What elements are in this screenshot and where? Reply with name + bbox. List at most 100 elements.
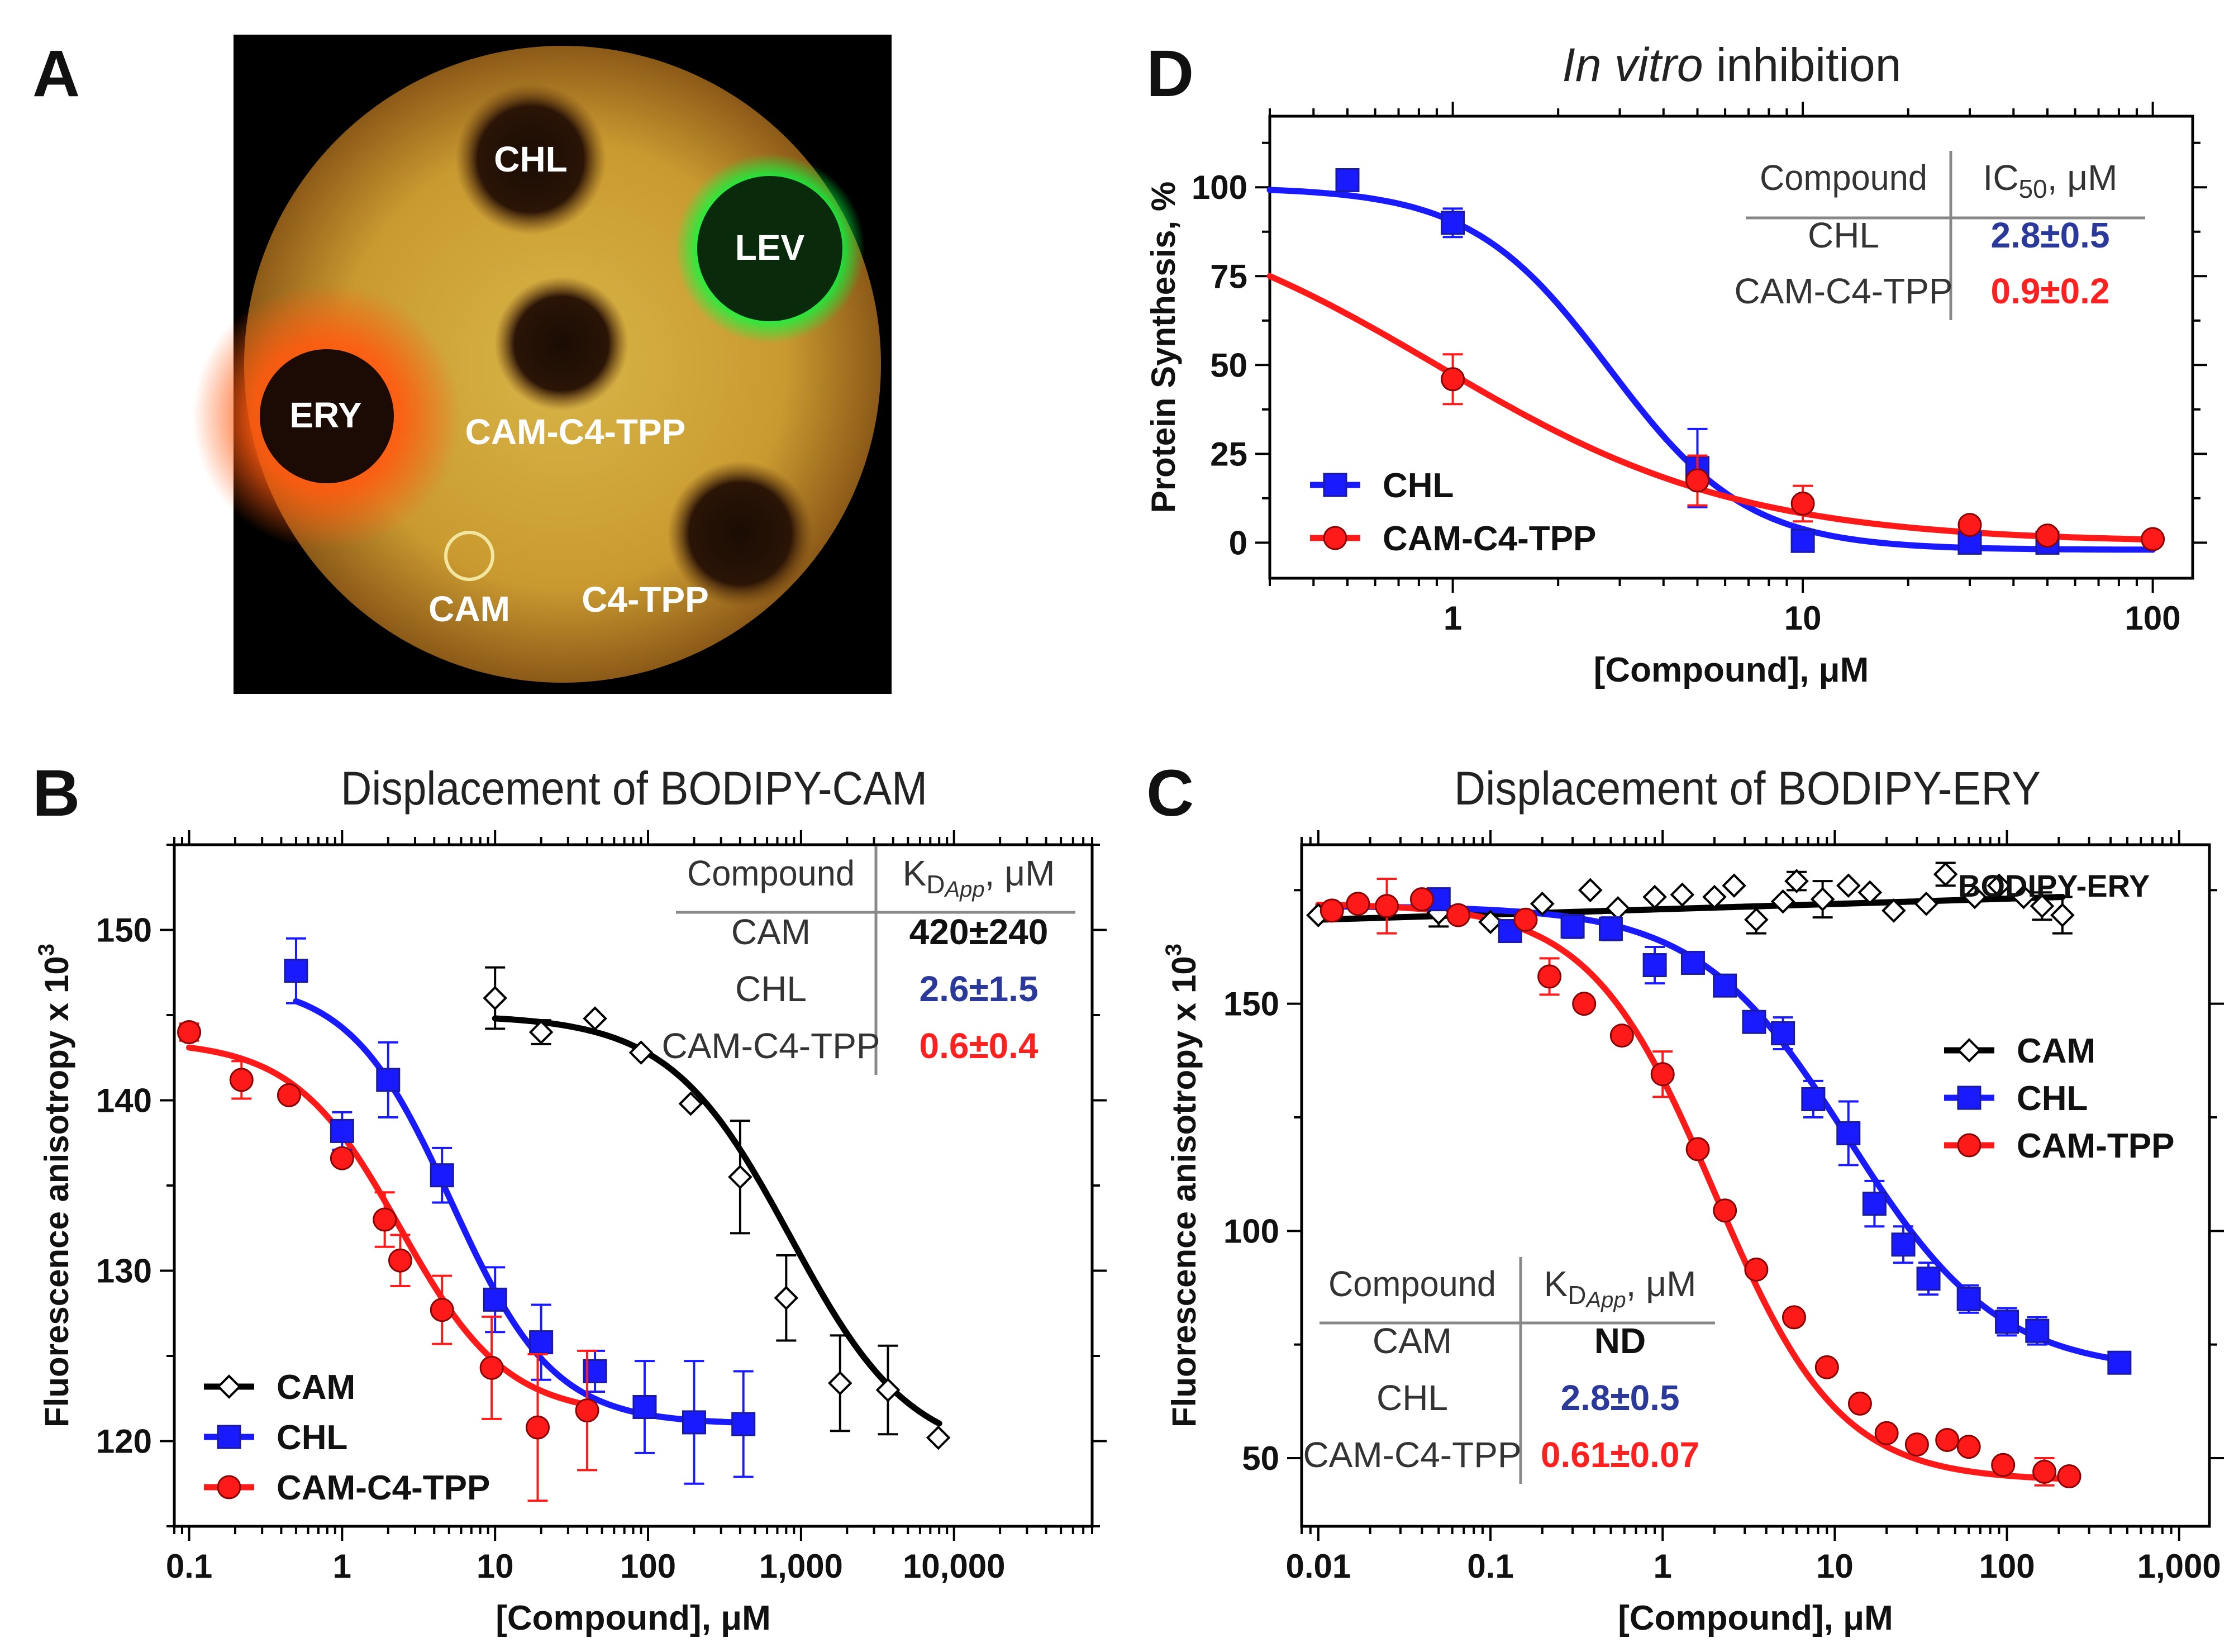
data-point-cam [1963,884,1987,910]
table-header-value: IC50, μM [1983,158,2118,203]
data-point-cam-c4-tpp [526,1415,550,1440]
data-point-cam-c4-tpp [177,1020,202,1044]
data-point-chl [682,1410,706,1435]
dish-label-cam-c4-tpp: CAM-C4-TPP [465,412,686,452]
data-point-cam-c4-tpp [1441,367,1465,392]
table-header-compound: Compound [687,853,855,893]
y-tick-label: 50 [1210,346,1247,384]
data-point-chl [483,1287,507,1312]
data-point-cam [1478,910,1503,935]
chart-panel-c: Displacement of BODIPY-ERY 0.01 0.1 1 10 100 1… [1161,762,2224,1637]
dish-label-ery: ERY [289,395,361,435]
table-cell-value: ND [1594,1321,1646,1361]
data-point-cam-tpp [1513,907,1538,932]
y-tick-label: 120 [96,1423,152,1460]
data-point-cam-tpp [1744,1257,1769,1282]
x-axis-label: [Compound], μM [1618,1599,1893,1637]
table-cell-value: 2.8±0.5 [1560,1378,1679,1418]
table-cell-compound: CHL [1376,1378,1448,1418]
data-point-chl [1441,211,1465,235]
data-point-cam-c4-tpp [1790,491,1815,516]
data-point-cam [678,1091,703,1116]
data-point-cam [1670,882,1695,907]
table-cell-value: 0.9±0.2 [1990,271,2109,311]
table-cell-compound: CHL [1808,215,1879,255]
chart-title-rest: inhibition [1703,39,1902,91]
data-point-cam-c4-tpp [2035,523,2060,548]
table-header-unit: , μM [1626,1264,1697,1304]
data-point-cam [628,1040,654,1065]
chart-panel-b: Displacement of BODIPY-CAM 0.1 1 10 100 1,000… [34,762,1107,1637]
data-point-chl [430,1163,454,1188]
legend-marker-chl [217,1425,241,1449]
table-cell-compound: CAM-C4-TPP [1734,271,1952,311]
data-point-cam-c4-tpp [373,1207,397,1232]
data-point-cam-c4-tpp [479,1355,504,1380]
data-point-chl [1891,1232,1916,1257]
data-point-cam-tpp [2032,1459,2057,1484]
data-point-cam-tpp [1991,1453,2016,1477]
panel-letter-c: C [1146,756,1194,830]
x-tick-label: 0.01 [1285,1548,1351,1585]
y-axis-label-text: Protein Synthesis, % [1145,182,1182,513]
table-header-sub2: App [944,877,985,902]
data-point-cam [1914,891,1939,916]
data-point-cam-tpp [1956,1435,1981,1459]
legend-label: CHL [277,1418,347,1457]
data-point-cam [528,1020,554,1045]
panel-letter-b: B [32,756,80,830]
data-point-cam [483,986,508,1011]
legend-marker-chl [1323,473,1347,497]
x-tick-label: 0.1 [1467,1548,1513,1585]
data-point-chl [330,1118,354,1143]
dish-labels: CHL LEV ERY CAM-C4-TPP CAM C4-TPP [289,139,804,629]
zone-cam [444,531,494,581]
x-tick-label: 100 [2125,599,2181,637]
data-point-chl [376,1068,401,1092]
data-point-cam [1933,862,1958,887]
plot-frame [1300,843,2211,1528]
legend-marker-cam-tpp [1957,1133,1981,1158]
y-tick-label: 75 [1210,258,1247,295]
dish-label-chl: CHL [494,139,568,179]
data-point-cam-tpp [1874,1421,1899,1445]
x-axis-label: [Compound], μM [496,1599,770,1637]
data-point-cam [583,1006,607,1031]
table-header-sub2: App [1585,1288,1626,1312]
data-point-chl [1801,1087,1826,1111]
data-point-cam-tpp [1346,892,1370,916]
table-header-sub: 50 [2019,174,2047,203]
table-header-symbol: K [1544,1264,1568,1304]
data-point-chl [1713,973,1737,998]
data-point-cam [1857,880,1883,905]
y-axis-label-text: Fluorescence anisotropy x 10 [38,956,75,1427]
data-point-cam [1530,891,1555,916]
data-point-chl [1742,1010,1766,1034]
data-point-chl [1680,950,1705,975]
data-point-cam-tpp [1814,1355,1839,1379]
data-point-cam [1744,907,1769,932]
y-axis-label-sup: 3 [34,944,59,956]
legend-label: CAM [2017,1032,2095,1070]
data-point-chl [632,1395,657,1419]
zone-lev [697,176,842,321]
data-point-cam [926,1425,951,1450]
table-header-sub1: D [926,870,945,899]
data-point-cam [1702,884,1727,910]
data-point-chl [2107,1350,2132,1375]
fit-curve-cam-c4-tpp [1266,273,2156,543]
x-tick-label: 1 [333,1548,351,1585]
data-point-cam [875,1378,901,1402]
data-point-cam-tpp [1847,1391,1872,1416]
legend-marker-cam-c4-tpp [217,1475,241,1499]
dish-label-cam: CAM [428,589,510,629]
data-point-cam [1722,873,1746,898]
y-axis-label-text: Fluorescence anisotropy x 10 [1165,956,1203,1427]
data-point-cam-tpp [1935,1427,1960,1452]
y-axis-label-sup: 3 [1161,944,1186,956]
data-point-cam-tpp [1685,1137,1710,1161]
fit-curve-chl [293,998,747,1426]
data-point-cam-tpp [1446,903,1470,927]
fit-curve-cam [492,1015,942,1427]
